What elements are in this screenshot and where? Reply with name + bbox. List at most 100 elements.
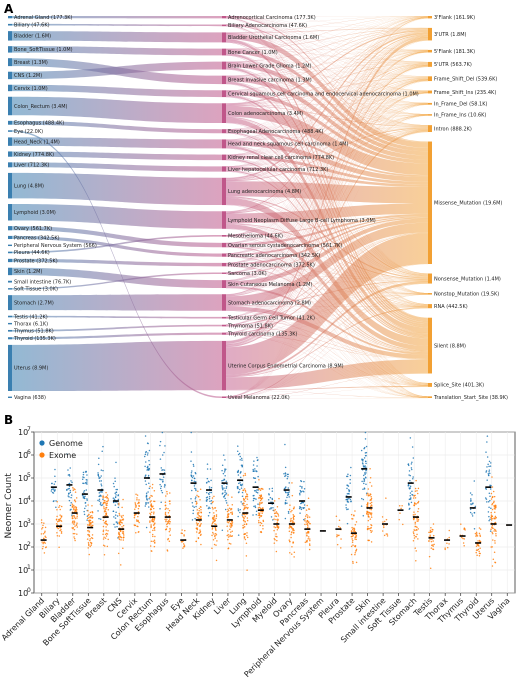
data-point [212,521,214,524]
data-point [415,479,417,482]
data-point [210,479,212,482]
data-point [198,515,200,517]
data-point [195,522,198,524]
data-point [44,530,46,533]
link-middle-right [226,213,428,237]
data-point [221,493,224,495]
data-point [345,498,347,501]
data-point [429,534,431,536]
data-point [494,529,497,531]
link-middle-right [226,103,428,181]
data-point [183,544,186,547]
link-middle-right [226,33,428,126]
data-point [469,492,472,494]
sankey-node-label: Eye (22.0K) [14,129,43,135]
link-middle-right [226,49,428,51]
link-middle-right [226,281,428,377]
sankey-node [8,71,12,80]
data-point [307,536,310,538]
data-point [289,504,291,506]
data-point [242,502,245,505]
sankey-node-label: Bone_SoftTissue (1.0M) [14,47,73,53]
data-point [246,498,249,500]
sankey-node-label: Colon_Rectum (3.4M) [14,104,68,110]
data-point [488,519,490,522]
data-point [246,532,248,534]
data-point [308,516,311,518]
data-point [102,529,105,531]
link-middle-right [226,265,428,280]
data-point [91,537,94,540]
data-point [40,519,43,521]
data-point [91,521,94,523]
data-point [134,502,136,504]
data-point [288,527,291,529]
link-middle-right [226,92,428,254]
data-point [490,492,493,495]
data-point [100,469,103,471]
data-point [82,471,85,474]
data-point [362,460,364,462]
sankey-node-label: Sarcoma (3.0K) [228,271,267,277]
data-point [57,527,60,530]
link-middle-right [226,103,428,264]
link-middle-right [226,17,428,318]
data-point [430,527,432,529]
sankey-node-label: Testis (41.2K) [13,314,48,320]
link-middle-right [226,91,428,141]
link-middle-right [226,77,428,106]
data-point [72,486,74,489]
data-point [74,506,77,508]
data-point [195,540,197,543]
data-point [102,498,104,501]
data-point [138,502,140,504]
data-point [106,545,109,548]
link-middle-right [226,197,428,346]
link-middle-right [226,117,428,334]
data-point [104,514,106,517]
data-point [148,449,151,452]
data-point [221,529,224,532]
link-middle-right [226,37,428,318]
link-middle-right [226,16,428,104]
data-point [168,509,171,512]
link-middle-right [226,92,428,326]
link-middle-right [226,255,428,307]
data-point [478,550,480,553]
data-point [117,494,120,496]
data-point [226,534,228,537]
data-point [286,477,289,480]
link-middle-right [226,90,428,127]
data-point [122,532,125,535]
data-point [292,542,294,544]
data-point [212,508,214,510]
data-point [228,507,231,509]
data-point [198,507,201,510]
link-middle-right [226,51,428,244]
link-middle-right [226,90,428,104]
sankey-node-label: Translation_Start_Site (38.9K) [433,395,508,401]
link-middle-right [226,16,428,140]
data-point [43,537,45,540]
data-point [290,531,293,534]
link-middle-right [226,37,428,333]
data-point [88,513,90,516]
data-point [287,510,290,513]
data-point [410,501,413,504]
data-point [292,518,295,520]
link-middle-right [226,266,428,386]
data-point [200,543,202,546]
data-point [210,486,213,489]
data-point [270,506,272,509]
data-point [83,482,85,485]
data-point [257,488,260,490]
data-point [479,540,482,543]
link-middle-right [226,16,428,62]
sankey-node [222,294,226,311]
data-point [243,536,246,538]
data-point [225,487,227,490]
link-left-middle [12,294,222,311]
data-point [362,488,364,490]
link-middle-right [226,17,428,254]
data-point [491,502,494,505]
